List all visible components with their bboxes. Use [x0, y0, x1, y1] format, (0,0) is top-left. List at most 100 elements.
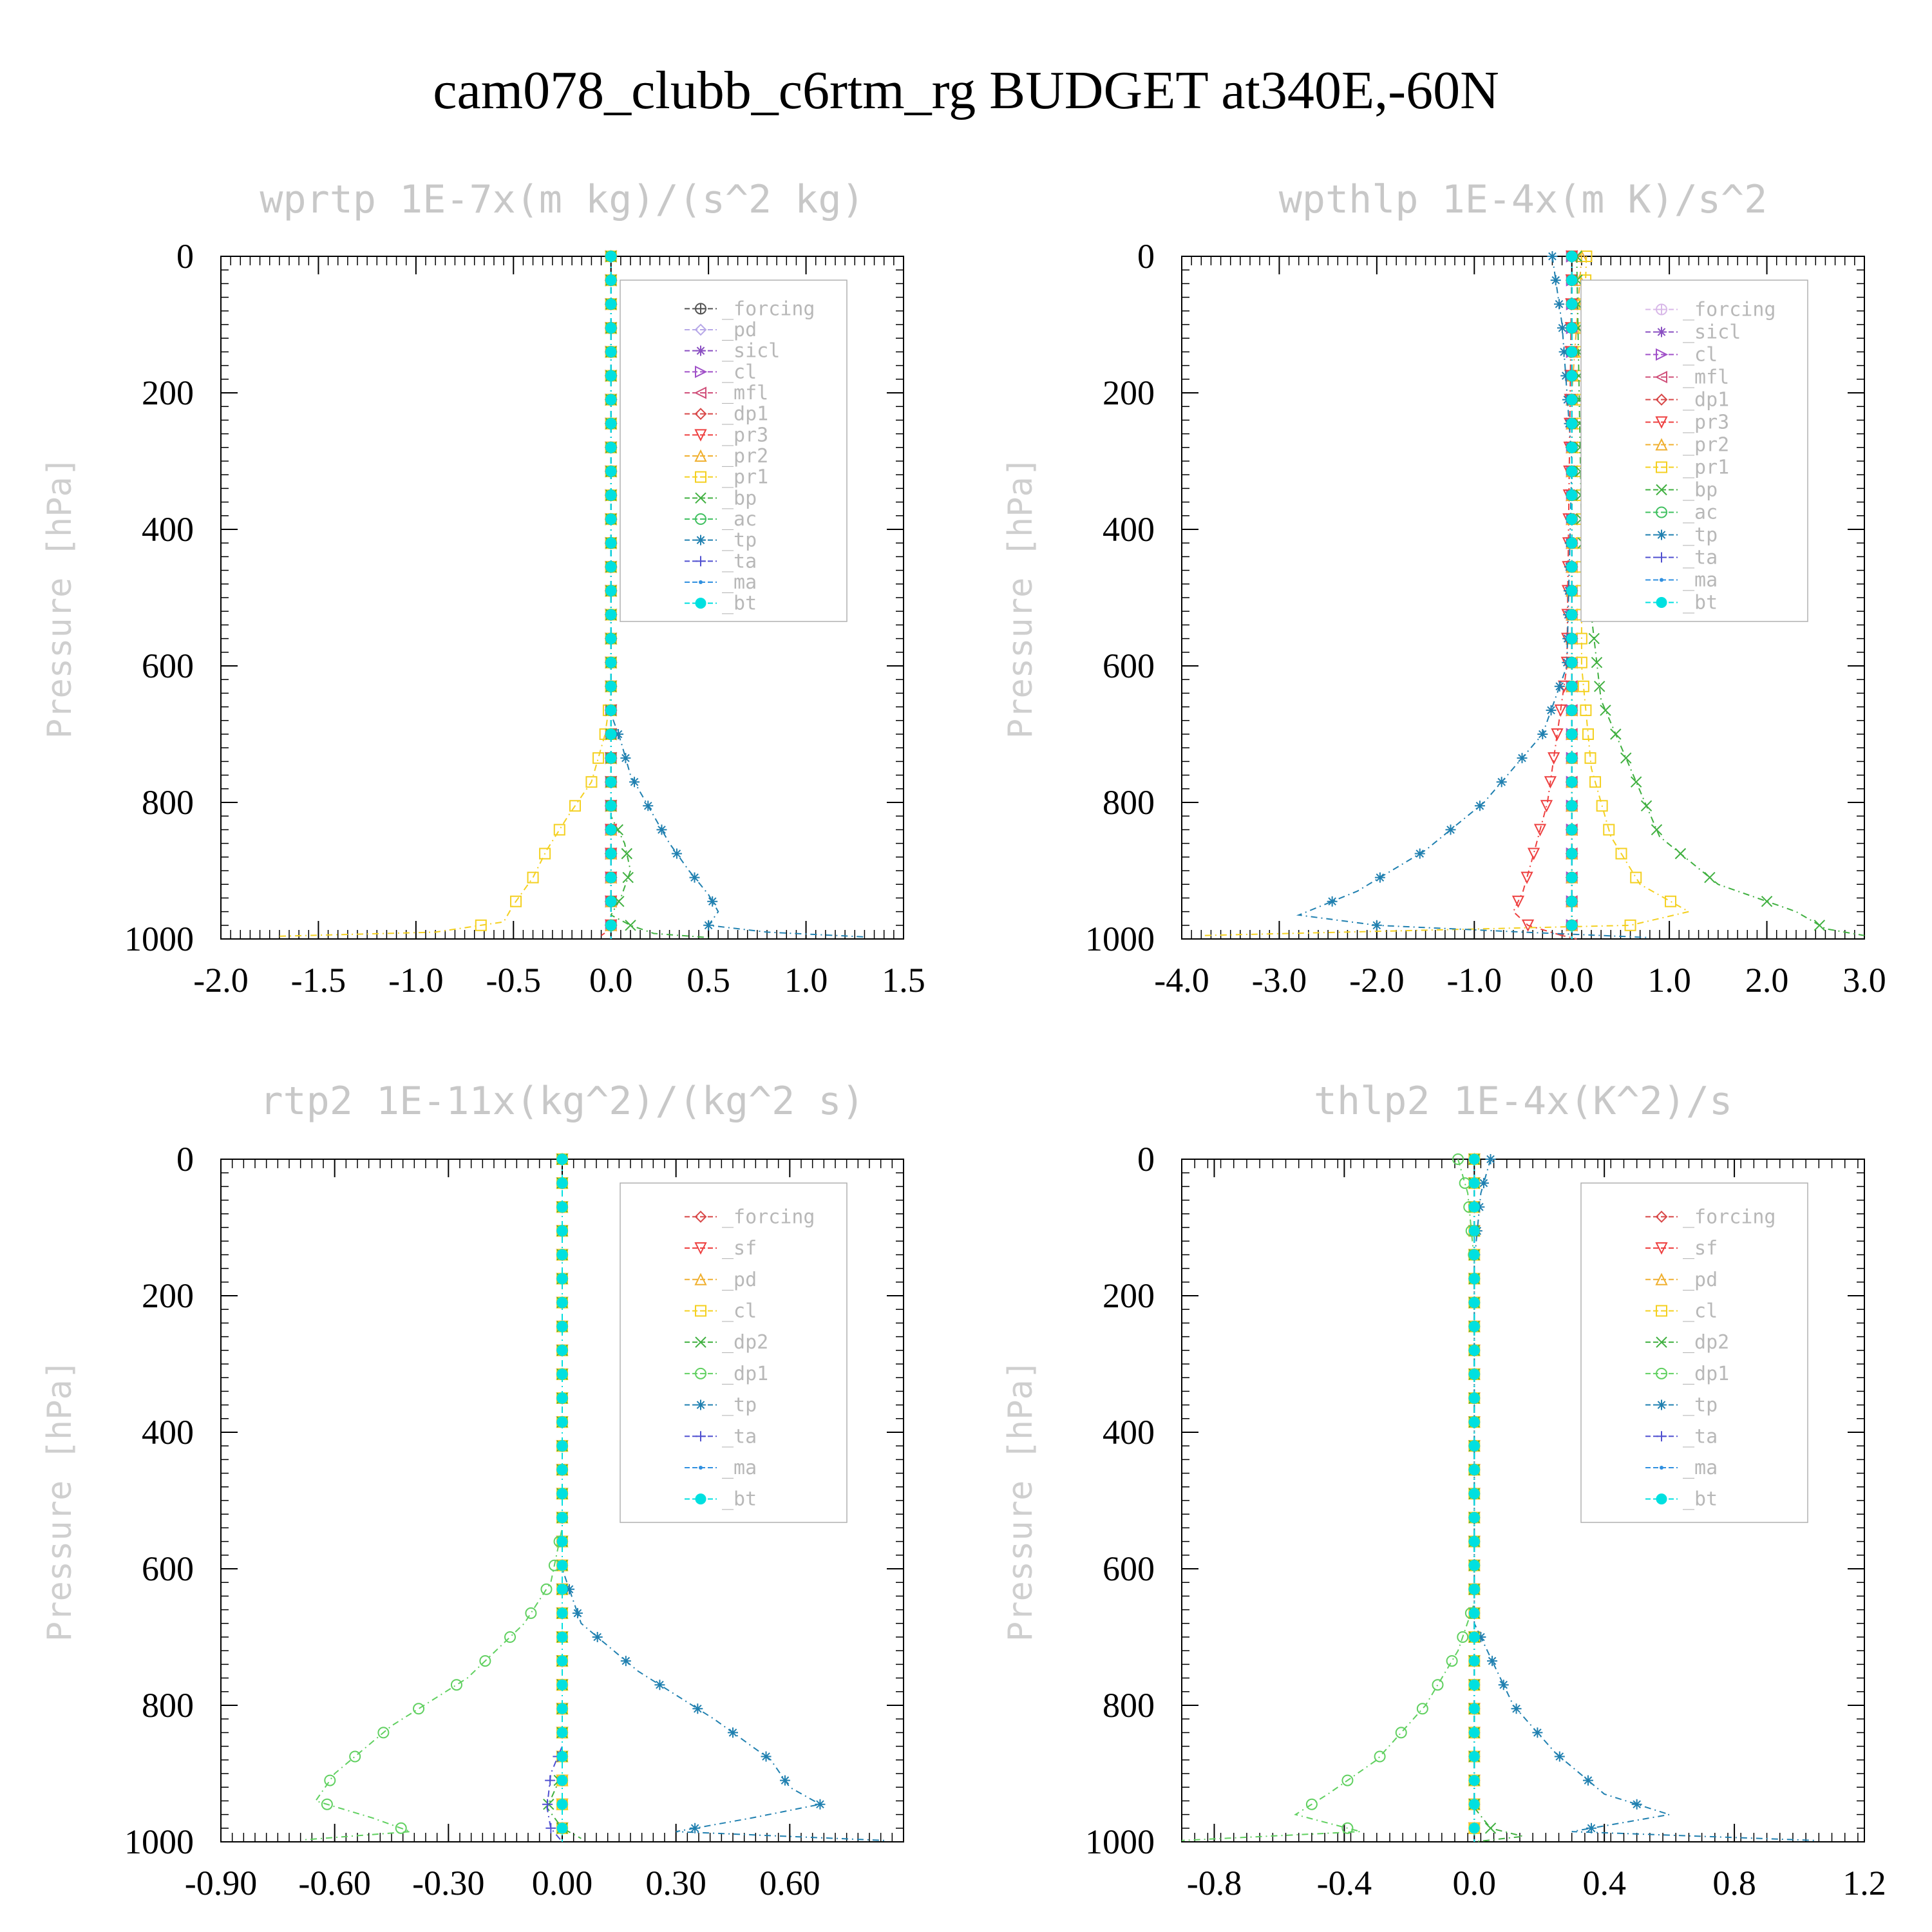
- series-marker: [605, 370, 617, 381]
- legend-label: _forcing: [722, 298, 815, 320]
- series-marker: [1566, 776, 1578, 788]
- series-marker: [1395, 1727, 1407, 1739]
- series-line: [1181, 1159, 1475, 1841]
- y-tick-label: 200: [142, 1276, 194, 1315]
- series-marker: [605, 585, 617, 596]
- legend-box: [1580, 279, 1808, 622]
- series-marker: [1610, 728, 1622, 740]
- y-tick-label: 800: [1103, 783, 1155, 822]
- legend-marker: [1656, 529, 1667, 540]
- x-tick-label: -0.4: [1317, 1864, 1372, 1902]
- series-marker: [1557, 323, 1567, 334]
- series-marker: [605, 418, 617, 430]
- x-tick-label: 0.60: [759, 1864, 820, 1902]
- legend-marker-cross: [1656, 304, 1667, 315]
- series-marker: [1566, 442, 1578, 453]
- y-tick-label: 600: [1103, 647, 1155, 685]
- legend-label: _dp1: [722, 403, 768, 426]
- x-tick-label: 2.0: [1745, 961, 1789, 999]
- x-tick-label: 0.00: [532, 1864, 593, 1902]
- legend: _forcing _sf _pd _cl _dp2 _dp1 _tp _ta _ma _bt: [1580, 1182, 1808, 1523]
- series-marker: [656, 824, 667, 835]
- legend-label: _forcing: [1683, 299, 1776, 321]
- page-title: cam078_clubb_c6rtm_rg BUDGET at340E,-60N: [433, 61, 1499, 120]
- x-tick-label: -1.0: [388, 961, 443, 999]
- series-marker: [605, 251, 617, 262]
- y-tick-label: 200: [1103, 374, 1155, 412]
- series-marker: [1566, 418, 1578, 430]
- legend-label: _dp1: [1683, 1363, 1729, 1385]
- series-marker: [1620, 752, 1632, 764]
- series-marker: [761, 1751, 772, 1762]
- series-marker: [1566, 274, 1578, 286]
- series-marker: [539, 848, 551, 860]
- x-tick-label: 0.30: [645, 1864, 706, 1902]
- legend-label: _bt: [722, 592, 757, 615]
- series-marker: [605, 322, 617, 334]
- series-marker: [540, 1583, 553, 1595]
- series-marker: [1580, 704, 1592, 716]
- series-marker: [1566, 251, 1578, 262]
- series-marker: [1566, 824, 1578, 835]
- panel-title: wprtp 1E-7x(m kg)/(s^2 kg): [260, 177, 864, 222]
- legend-label: _ac: [722, 508, 757, 531]
- x-tick-label: -4.0: [1154, 961, 1209, 999]
- legend-label: _cl: [1683, 1300, 1718, 1322]
- panel-title: wpthlp 1E-4x(m K)/s^2: [1279, 177, 1768, 222]
- series-marker: [1468, 1751, 1480, 1762]
- series-marker: [1600, 705, 1611, 716]
- series-marker: [1527, 848, 1540, 860]
- series-marker: [1468, 1368, 1480, 1380]
- series-marker: [1533, 824, 1547, 837]
- x-tick-label: 1.0: [1647, 961, 1691, 999]
- series-marker: [1566, 872, 1578, 884]
- series-marker: [1474, 800, 1485, 811]
- series-marker: [605, 274, 617, 286]
- x-tick-label: 3.0: [1842, 961, 1886, 999]
- y-axis-label: Pressure [hPa]: [1001, 1359, 1040, 1642]
- y-tick-label: 400: [1103, 510, 1155, 549]
- series-marker: [1554, 299, 1565, 310]
- legend-marker: [1656, 552, 1667, 563]
- legend-marker: [1656, 506, 1667, 518]
- series-marker: [1374, 1750, 1386, 1763]
- series-marker: [377, 1727, 390, 1739]
- x-tick-label: -1.5: [291, 961, 346, 999]
- series-marker: [1551, 728, 1564, 741]
- legend-label: _tp: [1683, 524, 1718, 547]
- series-marker: [1374, 872, 1385, 883]
- series-marker: [703, 920, 714, 931]
- series-marker: [1521, 919, 1535, 933]
- y-tick-label: 1000: [124, 1823, 194, 1861]
- legend-label: _cl: [1683, 344, 1718, 366]
- legend-marker: [1656, 597, 1667, 608]
- series-marker: [690, 1823, 701, 1833]
- x-tick-label: -0.5: [486, 961, 541, 999]
- y-axis-label: Pressure [hPa]: [41, 1359, 79, 1642]
- y-axis-label: Pressure [hPa]: [41, 457, 79, 739]
- legend-label: _pr2: [722, 445, 768, 468]
- y-tick-label: 0: [1137, 1140, 1155, 1179]
- x-tick-label: -0.30: [412, 1864, 484, 1902]
- legend-box: [620, 279, 848, 622]
- series-marker: [1630, 871, 1642, 884]
- legend-marker: [696, 535, 706, 545]
- series-marker: [564, 1584, 575, 1595]
- legend-label: _ma: [1683, 569, 1718, 592]
- legend-label: _bp: [722, 487, 757, 509]
- legend-marker: [694, 408, 707, 421]
- series-marker: [1432, 1679, 1444, 1691]
- series-marker: [542, 1799, 553, 1810]
- series-marker: [1468, 1607, 1480, 1619]
- series-marker: [1468, 1823, 1480, 1834]
- legend-marker: [1656, 461, 1667, 473]
- series-marker: [1327, 896, 1338, 907]
- legend-label: _ta: [722, 550, 757, 573]
- series-marker: [1596, 800, 1608, 812]
- legend-marker: [695, 471, 706, 483]
- series-marker: [1624, 919, 1636, 931]
- series-marker: [413, 1703, 425, 1715]
- series-marker: [1566, 920, 1578, 931]
- series-marker: [1371, 920, 1382, 931]
